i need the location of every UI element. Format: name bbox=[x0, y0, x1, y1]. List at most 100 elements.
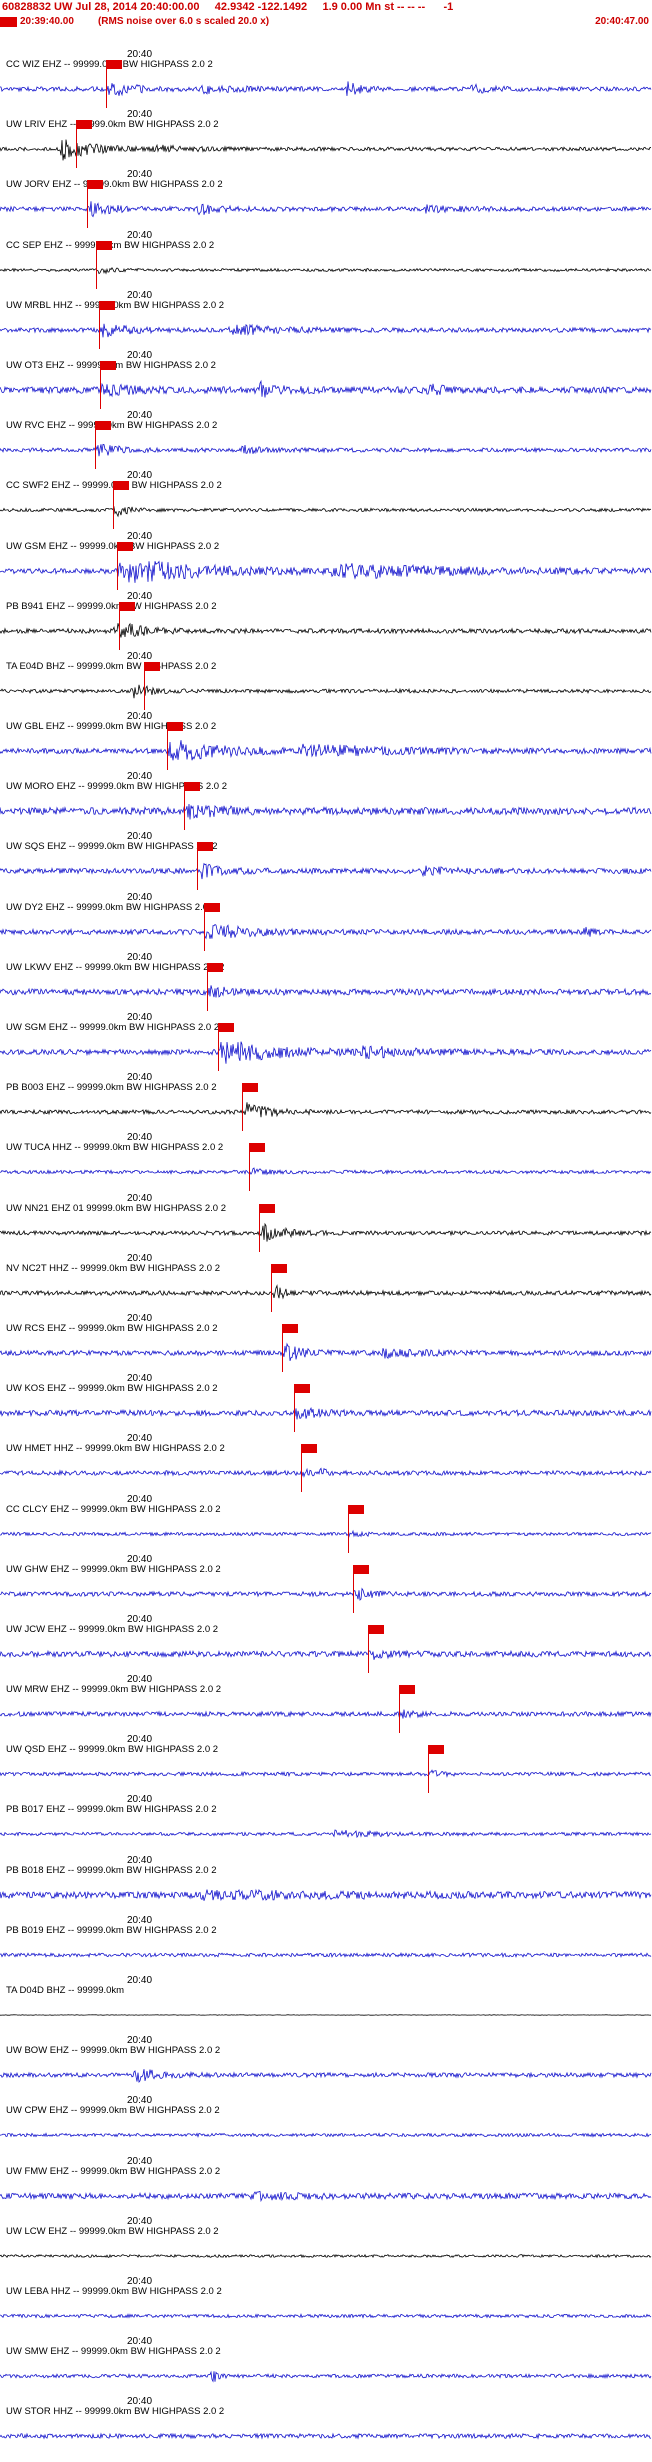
waveform-trace[interactable] bbox=[0, 1568, 652, 1620]
trace-row[interactable]: 20:40 PB B017 EHZ -- 99999.0km BW HIGHPA… bbox=[0, 1774, 652, 1839]
waveform-trace[interactable] bbox=[0, 966, 652, 1018]
waveform-trace[interactable] bbox=[0, 1808, 652, 1860]
waveform-trace[interactable] bbox=[0, 1989, 652, 2041]
waveform-trace[interactable] bbox=[0, 1688, 652, 1740]
waveform-trace[interactable] bbox=[0, 244, 652, 296]
trace-row[interactable]: 20:40 UW JORV EHZ -- 99999.0km BW HIGHPA… bbox=[0, 149, 652, 229]
waveform-trace[interactable] bbox=[0, 2109, 652, 2161]
trace-row[interactable]: 20:40 UW RVC EHZ -- 99999.0km BW HIGHPAS… bbox=[0, 390, 652, 470]
station-label: UW LRIV EHZ -- 99999.0km BW HIGHPASS 2.0… bbox=[6, 119, 219, 131]
waveform-trace[interactable] bbox=[0, 2170, 652, 2222]
waveform-trace[interactable] bbox=[0, 1146, 652, 1198]
station-label: UW LCW EHZ -- 99999.0km BW HIGHPASS 2.0 … bbox=[6, 2225, 219, 2237]
waveform-trace[interactable] bbox=[0, 2290, 652, 2342]
minute-tick-label: 20:40 bbox=[127, 1914, 153, 1926]
waveform-trace[interactable] bbox=[0, 123, 652, 175]
waveform-trace[interactable] bbox=[0, 665, 652, 717]
waveform-trace[interactable] bbox=[0, 1508, 652, 1560]
waveform-trace[interactable] bbox=[0, 1748, 652, 1800]
trace-row[interactable]: 20:40 UW LCW EHZ -- 99999.0km BW HIGHPAS… bbox=[0, 2196, 652, 2259]
waveform-trace[interactable] bbox=[0, 304, 652, 356]
trace-row[interactable]: 20:40 UW GSM EHZ -- 99999.0km BW HIGHPAS… bbox=[0, 511, 652, 590]
pick-line bbox=[218, 1023, 219, 1071]
trace-row[interactable]: 20:40 UW HMET HHZ -- 99999.0km BW HIGHPA… bbox=[0, 1413, 652, 1493]
pick-flag-box bbox=[76, 120, 92, 130]
trace-row[interactable]: 20:40 UW DY2 EHZ -- 99999.0km BW HIGHPAS… bbox=[0, 872, 652, 951]
trace-row[interactable]: 20:40 CC WIZ EHZ -- 99999.0km BW HIGHPAS… bbox=[0, 29, 652, 108]
waveform-trace[interactable] bbox=[0, 1447, 652, 1499]
waveform-trace[interactable] bbox=[0, 1327, 652, 1379]
trace-row[interactable]: 20:40 PB B019 EHZ -- 99999.0km BW HIGHPA… bbox=[0, 1895, 652, 1958]
time-window-line: 20:39:40.00 (RMS noise over 6.0 s scaled… bbox=[0, 14, 652, 29]
minute-tick-label: 20:40 bbox=[127, 2275, 153, 2287]
pick-line bbox=[100, 360, 101, 409]
waveform-trace[interactable] bbox=[0, 2049, 652, 2101]
trace-row[interactable]: 20:40 UW GHW EHZ -- 99999.0km BW HIGHPAS… bbox=[0, 1534, 652, 1613]
trace-row[interactable]: 20:40 UW GBL EHZ -- 99999.0km BW HIGHPAS… bbox=[0, 691, 652, 771]
waveform-trace[interactable] bbox=[0, 1628, 652, 1680]
station-label: UW FMW EHZ -- 99999.0km BW HIGHPASS 2.0 … bbox=[6, 2165, 221, 2177]
trace-row[interactable]: 20:40 UW SMW EHZ -- 99999.0km BW HIGHPAS… bbox=[0, 2316, 652, 2383]
station-label: UW JCW EHZ -- 99999.0km BW HIGHPASS 2.0 … bbox=[6, 1623, 219, 1635]
trace-row[interactable]: 20:40 CC CLCY EHZ -- 99999.0km BW HIGHPA… bbox=[0, 1474, 652, 1553]
trace-row[interactable]: 20:40 UW LEBA HHZ -- 99999.0km BW HIGHPA… bbox=[0, 2256, 652, 2319]
trace-row[interactable]: 20:40 CC SEP EHZ -- 99999.0km BW HIGHPAS… bbox=[0, 210, 652, 289]
waveform-trace[interactable] bbox=[0, 424, 652, 476]
trace-row[interactable]: 20:40 UW MRW EHZ -- 99999.0km BW HIGHPAS… bbox=[0, 1654, 652, 1734]
trace-row[interactable]: 20:40 UW TUCA HHZ -- 99999.0km BW HIGHPA… bbox=[0, 1112, 652, 1192]
trace-row[interactable]: 20:40 UW STOR HHZ -- 99999.0km BW HIGHPA… bbox=[0, 2376, 652, 2441]
waveform-trace[interactable] bbox=[0, 785, 652, 837]
waveform-trace[interactable] bbox=[0, 484, 652, 536]
waveform-trace[interactable] bbox=[0, 2410, 652, 2462]
pick-flag-box bbox=[197, 842, 213, 852]
trace-row[interactable]: 20:40 TA E04D BHZ -- 99999.0km BW HIGHPA… bbox=[0, 631, 652, 710]
waveform-trace[interactable] bbox=[0, 2230, 652, 2282]
minute-tick-label: 20:40 bbox=[127, 1312, 153, 1324]
waveform-trace[interactable] bbox=[0, 1207, 652, 1259]
trace-row[interactable]: 20:40 PB B941 EHZ -- 99999.0km BW HIGHPA… bbox=[0, 571, 652, 650]
trace-row[interactable]: 20:40 UW OT3 EHZ -- 99999.0km BW HIGHPAS… bbox=[0, 330, 652, 409]
trace-row[interactable]: 20:40 PB B003 EHZ -- 99999.0km BW HIGHPA… bbox=[0, 1052, 652, 1132]
trace-row[interactable]: 20:40 TA D04D BHZ -- 99999.0km bbox=[0, 1955, 652, 2016]
waveform-trace[interactable] bbox=[0, 1869, 652, 1921]
trace-row[interactable]: 20:40 UW JCW EHZ -- 99999.0km BW HIGHPAS… bbox=[0, 1594, 652, 1673]
waveform-trace[interactable] bbox=[0, 2350, 652, 2402]
waveform-trace[interactable] bbox=[0, 605, 652, 657]
trace-row[interactable]: 20:40 UW SGM EHZ -- 99999.0km BW HIGHPAS… bbox=[0, 992, 652, 1071]
minute-tick-label: 20:40 bbox=[127, 410, 153, 422]
waveform-trace[interactable] bbox=[0, 364, 652, 416]
waveform-trace[interactable] bbox=[0, 545, 652, 597]
waveform-trace[interactable] bbox=[0, 1387, 652, 1439]
minute-tick-label: 20:40 bbox=[127, 1373, 153, 1385]
waveform-trace[interactable] bbox=[0, 1086, 652, 1138]
pick-line bbox=[184, 782, 185, 831]
trace-row[interactable]: 20:40 UW BOW EHZ -- 99999.0km BW HIGHPAS… bbox=[0, 2015, 652, 2084]
pick-flag-box bbox=[301, 1444, 317, 1454]
waveform-trace[interactable] bbox=[0, 906, 652, 958]
waveform-trace[interactable] bbox=[0, 1929, 652, 1981]
waveform-trace[interactable] bbox=[0, 725, 652, 777]
trace-row[interactable]: 20:40 UW MRBL HHZ -- 99999.0km BW HIGHPA… bbox=[0, 270, 652, 349]
waveform-trace[interactable] bbox=[0, 845, 652, 897]
trace-row[interactable]: 20:40 UW RCS EHZ -- 99999.0km BW HIGHPAS… bbox=[0, 1293, 652, 1372]
trace-row[interactable]: 20:40 UW LRIV EHZ -- 99999.0km BW HIGHPA… bbox=[0, 89, 652, 169]
waveform-trace[interactable] bbox=[0, 183, 652, 235]
waveform-trace[interactable] bbox=[0, 63, 652, 115]
trace-row[interactable]: 20:40 UW SQS EHZ -- 99999.0km BW HIGHPAS… bbox=[0, 811, 652, 891]
waveform-trace[interactable] bbox=[0, 1026, 652, 1078]
trace-row[interactable]: 20:40 UW KOS EHZ -- 99999.0km BW HIGHPAS… bbox=[0, 1353, 652, 1433]
trace-row[interactable]: 20:40 PB B018 EHZ -- 99999.0km BW HIGHPA… bbox=[0, 1835, 652, 1901]
trace-row[interactable]: 20:40 UW QSD EHZ -- 99999.0km BW HIGHPAS… bbox=[0, 1714, 652, 1794]
trace-row[interactable]: 20:40 UW NN21 EHZ 01 99999.0km BW HIGHPA… bbox=[0, 1173, 652, 1252]
station-label: UW MORO EHZ -- 99999.0km BW HIGHPASS 2.0… bbox=[6, 781, 228, 793]
trace-row[interactable]: 20:40 UW CPW EHZ -- 99999.0km BW HIGHPAS… bbox=[0, 2075, 652, 2139]
station-label: UW CPW EHZ -- 99999.0km BW HIGHPASS 2.0 … bbox=[6, 2105, 220, 2117]
waveform-trace[interactable] bbox=[0, 1267, 652, 1319]
trace-row[interactable]: 20:40 NV NC2T HHZ -- 99999.0km BW HIGHPA… bbox=[0, 1233, 652, 1312]
trace-row[interactable]: 20:40 UW FMW EHZ -- 99999.0km BW HIGHPAS… bbox=[0, 2136, 652, 2202]
minute-tick-label: 20:40 bbox=[127, 349, 153, 361]
pick-flag-box bbox=[117, 541, 133, 551]
trace-row[interactable]: 20:40 UW MORO EHZ -- 99999.0km BW HIGHPA… bbox=[0, 751, 652, 831]
trace-row[interactable]: 20:40 UW LKWV EHZ -- 99999.0km BW HIGHPA… bbox=[0, 932, 652, 1011]
trace-row[interactable]: 20:40 CC SWF2 EHZ -- 99999.0km BW HIGHPA… bbox=[0, 450, 652, 530]
